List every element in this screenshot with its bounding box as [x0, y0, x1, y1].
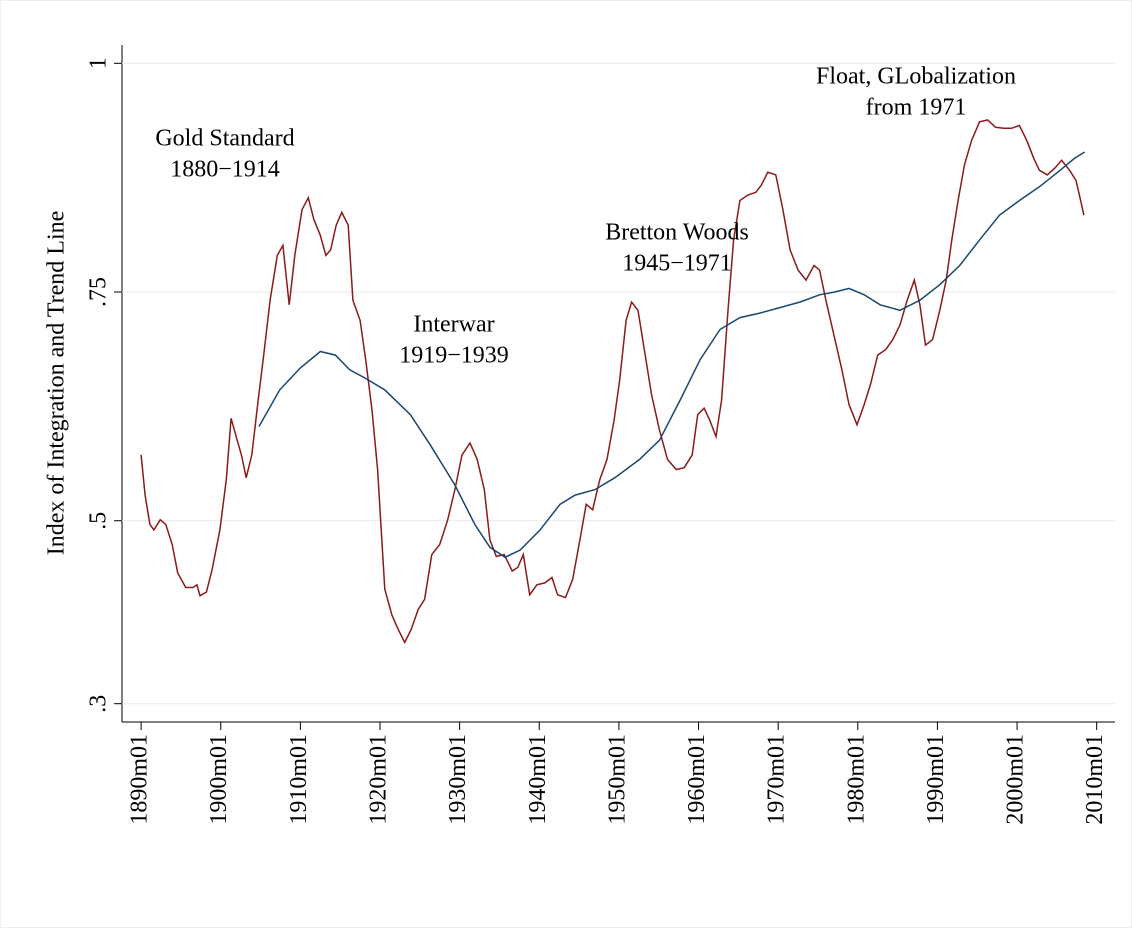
- annotation: 1919−1939: [399, 343, 509, 369]
- x-tick-label: 1950m01: [604, 734, 630, 825]
- series-line: [258, 151, 1086, 559]
- annotation: from 1971: [866, 95, 967, 121]
- y-tick-label: 1: [86, 57, 112, 69]
- annotation: Gold Standard: [155, 126, 294, 152]
- x-tick-label: 1920m01: [366, 734, 392, 825]
- x-tick-label: 1970m01: [764, 734, 790, 825]
- x-tick-label: 1930m01: [445, 734, 471, 825]
- y-tick-label: .75: [86, 277, 112, 307]
- series-line: [140, 119, 1085, 645]
- x-tick-label: 2010m01: [1082, 734, 1108, 825]
- x-tick-label: 1940m01: [525, 734, 551, 825]
- annotation: 1880−1914: [170, 157, 280, 183]
- x-tick-label: 1890m01: [127, 734, 153, 825]
- x-tick-label: 1990m01: [923, 734, 949, 825]
- annotation: Bretton Woods: [605, 220, 749, 246]
- x-tick-label: 1910m01: [286, 734, 312, 825]
- annotation: Interwar: [413, 312, 494, 338]
- annotation: Float, GLobalization: [816, 64, 1016, 90]
- annotation: 1945−1971: [622, 251, 732, 277]
- y-tick-label: .5: [86, 512, 112, 530]
- x-tick-label: 1900m01: [206, 734, 232, 825]
- y-axis-label: Index of Integration and Trend Line: [44, 211, 70, 556]
- y-tick-label: .3: [86, 695, 112, 713]
- x-tick-label: 1960m01: [684, 734, 710, 825]
- x-tick-label: 2000m01: [1003, 734, 1029, 825]
- x-tick-label: 1980m01: [843, 734, 869, 825]
